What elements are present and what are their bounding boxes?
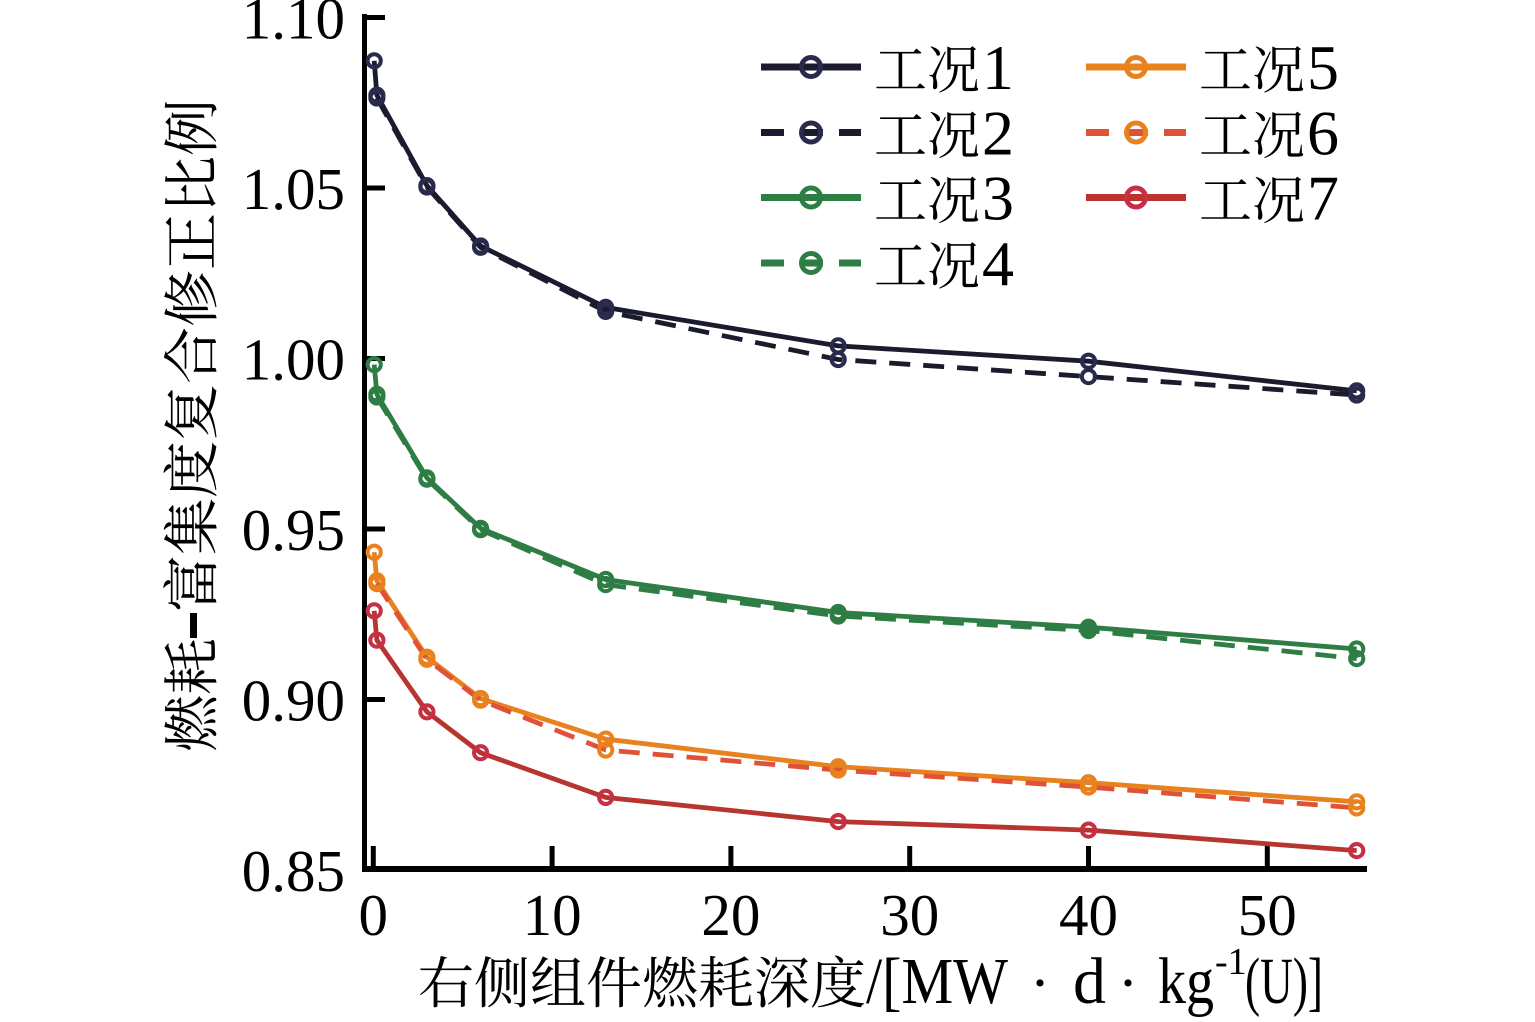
svg-text:·: ·	[1118, 950, 1138, 1016]
svg-text:0.90: 0.90	[242, 668, 345, 734]
svg-text:0: 0	[359, 882, 389, 948]
svg-text:/[MW: /[MW	[866, 945, 1009, 1018]
svg-text:20: 20	[701, 882, 760, 948]
svg-text:(U)]: (U)]	[1245, 945, 1323, 1018]
svg-text:6: 6	[1307, 98, 1339, 169]
svg-text:50: 50	[1238, 882, 1297, 948]
svg-text:5: 5	[1307, 32, 1339, 103]
svg-text:0.95: 0.95	[242, 497, 345, 563]
svg-text:·: ·	[1030, 950, 1050, 1016]
svg-text:4: 4	[982, 228, 1014, 299]
svg-text:30: 30	[880, 882, 939, 948]
svg-text:7: 7	[1307, 163, 1339, 234]
svg-text:kg: kg	[1158, 945, 1214, 1018]
svg-text:40: 40	[1059, 882, 1118, 948]
svg-text:3: 3	[982, 163, 1014, 234]
svg-text:2: 2	[982, 98, 1014, 169]
svg-text:1.10: 1.10	[242, 0, 345, 52]
svg-text:1: 1	[982, 32, 1014, 103]
svg-text:1.05: 1.05	[242, 156, 345, 222]
svg-text:d: d	[1073, 945, 1106, 1018]
svg-text:0.85: 0.85	[242, 838, 345, 904]
svg-text:1.00: 1.00	[242, 327, 345, 393]
svg-text:10: 10	[523, 882, 582, 948]
